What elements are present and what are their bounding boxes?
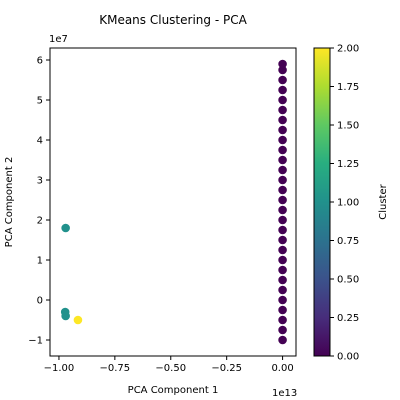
data-point-cluster-0	[278, 105, 287, 115]
x-tick-label: −0.75	[100, 363, 131, 374]
data-point-cluster-0	[278, 95, 287, 105]
data-point-cluster-1	[61, 311, 70, 321]
data-point-cluster-0	[278, 215, 287, 225]
colorbar-ticks: 0.00 0.25 0.50 0.75 1.00 1.25 1.50 1.75 2.00	[330, 44, 359, 363]
data-point-cluster-0	[278, 115, 287, 125]
x-tick-label: −0.25	[211, 363, 242, 374]
data-point-cluster-0	[278, 295, 287, 305]
data-point-cluster-0	[278, 175, 287, 185]
x-axis-offset-label: 1e13	[272, 388, 297, 399]
data-point-cluster-1	[61, 223, 70, 233]
data-point-cluster-0	[278, 245, 287, 255]
data-point-cluster-0	[278, 185, 287, 195]
y-axis: −1 0 1 2 3 4 5 6	[28, 56, 50, 347]
colorbar-tick-label: 0.00	[337, 352, 359, 363]
x-axis: −1.00 −0.75 −0.50 −0.25 0.00	[44, 356, 294, 374]
data-point-cluster-0	[278, 255, 287, 265]
data-point-cluster-0	[278, 59, 287, 69]
y-tick-label: 0	[37, 296, 43, 307]
data-point-cluster-0	[278, 85, 287, 95]
colorbar-tick-label: 1.75	[337, 82, 359, 93]
colorbar-label: Cluster	[378, 183, 389, 219]
y-axis-label: PCA Component 2	[4, 157, 15, 248]
y-tick-label: 6	[37, 56, 43, 67]
colorbar-tick-label: 1.50	[337, 121, 359, 132]
data-point-cluster-0	[278, 265, 287, 275]
data-point-cluster-0	[278, 145, 287, 155]
y-tick-label: 2	[37, 216, 43, 227]
data-point-cluster-0	[278, 285, 287, 295]
colorbar-tick-label: 0.75	[337, 236, 359, 247]
chart-title: KMeans Clustering - PCA	[99, 13, 247, 27]
y-tick-label: 4	[37, 136, 43, 147]
data-point-cluster-0	[278, 135, 287, 145]
colorbar-tick-label: 2.00	[337, 44, 359, 55]
y-axis-offset-label: 1e7	[49, 34, 68, 45]
data-point-cluster-0	[278, 335, 287, 345]
plot-area	[60, 59, 287, 345]
data-point-cluster-0	[278, 155, 287, 165]
y-tick-label: 1	[37, 256, 43, 267]
data-point-cluster-0	[278, 315, 287, 325]
data-point-cluster-0	[278, 75, 287, 85]
data-point-cluster-0	[278, 165, 287, 175]
data-point-cluster-0	[278, 235, 287, 245]
plot-frame	[49, 47, 297, 357]
x-tick-label: 0.00	[271, 363, 293, 374]
x-tick-label: −0.50	[155, 363, 186, 374]
data-point-cluster-0	[278, 205, 287, 215]
data-point-cluster-0	[278, 125, 287, 135]
data-point-cluster-0	[278, 65, 287, 75]
y-tick-label: 3	[37, 176, 43, 187]
colorbar-tick-label: 1.25	[337, 159, 359, 170]
data-point-cluster-0	[278, 195, 287, 205]
colorbar-tick-label: 1.00	[337, 198, 359, 209]
data-point-cluster-0	[278, 305, 287, 315]
data-point-cluster-0	[278, 325, 287, 335]
data-point-cluster-0	[278, 275, 287, 285]
colorbar	[313, 47, 331, 357]
x-axis-label: PCA Component 1	[128, 385, 219, 396]
data-point-cluster-0	[278, 225, 287, 235]
y-tick-label: 5	[37, 96, 43, 107]
data-point-cluster-2	[73, 315, 83, 325]
y-tick-label: −1	[28, 336, 43, 347]
x-tick-label: −1.00	[44, 363, 75, 374]
colorbar-tick-label: 0.25	[337, 313, 359, 324]
colorbar-tick-label: 0.50	[337, 275, 359, 286]
